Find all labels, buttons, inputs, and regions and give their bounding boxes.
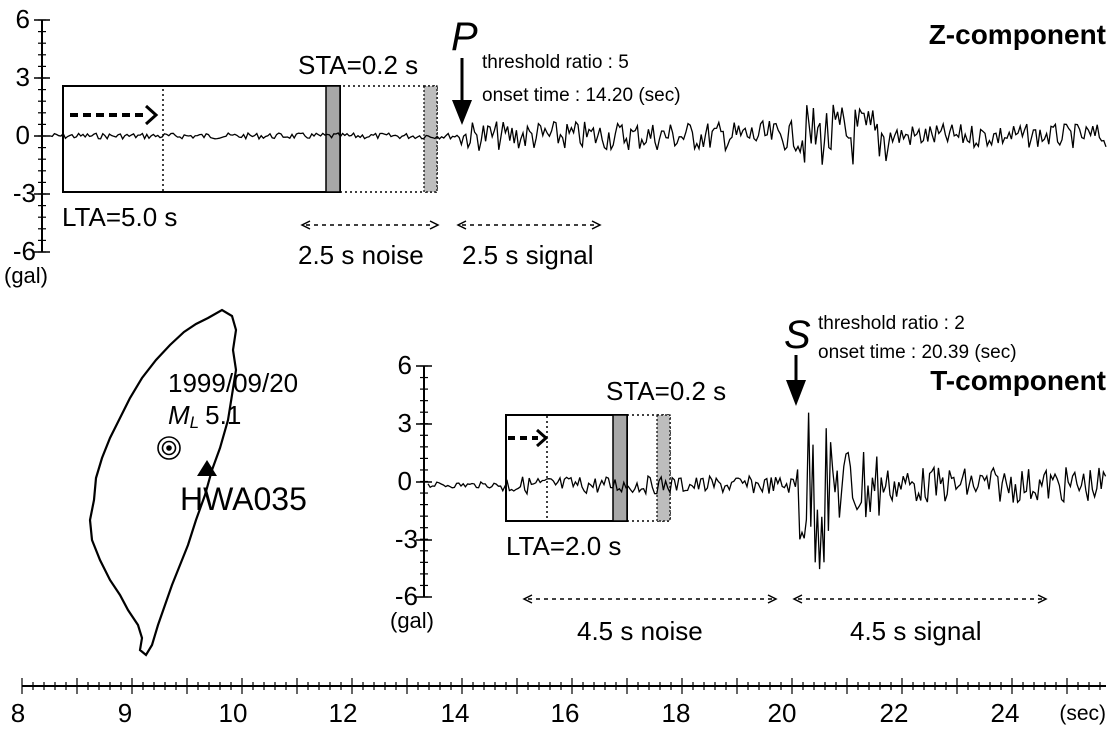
z-sta-label: STA=0.2 s: [298, 50, 418, 80]
z-sta-window-shifted: [423, 85, 438, 193]
t-lta-window-shifted: [546, 414, 671, 522]
t-lta-window: [505, 414, 628, 522]
z-onset-label: onset time : 14.20 (sec): [482, 85, 681, 106]
t-ytick-3: 3: [398, 408, 412, 438]
t-phase-label: S: [784, 313, 811, 357]
t-noise-label: 4.5 s noise: [577, 616, 703, 646]
z-ytick-m3: -3: [13, 178, 36, 208]
z-ytick-3: 3: [16, 62, 30, 92]
z-lta-window: [62, 85, 341, 193]
xtick-22: 22: [880, 698, 909, 728]
xtick-18: 18: [662, 698, 691, 728]
t-threshold-label: threshold ratio : 2: [818, 313, 965, 334]
t-onset-label: onset time : 20.39 (sec): [818, 342, 1017, 363]
xtick-8: 8: [11, 698, 25, 728]
t-waveform-trace: [427, 412, 1107, 570]
z-lta-label: LTA=5.0 s: [62, 202, 177, 232]
xtick-9: 9: [118, 698, 132, 728]
taiwan-map: 1999/09/20 ML 5.1 HWA035: [88, 308, 307, 657]
t-ytick-6: 6: [398, 350, 412, 380]
t-sta-window: [612, 414, 628, 522]
xtick-16: 16: [551, 698, 580, 728]
z-panel: 6 3 0 -3 -6 (gal) P STA=0.2 s threshold …: [4, 4, 1107, 288]
xtick-12: 12: [329, 698, 358, 728]
z-lta-window-shifted: [162, 85, 438, 193]
bullseye-icon: [157, 436, 181, 460]
t-sta-window-shifted: [656, 414, 671, 522]
z-phase-label: P: [451, 15, 478, 59]
t-unit-label: (gal): [390, 608, 434, 633]
z-sta-window: [325, 85, 341, 193]
xtick-20: 20: [768, 698, 797, 728]
t-panel-title: T-component: [930, 365, 1106, 396]
z-threshold-label: threshold ratio : 5: [482, 52, 629, 73]
z-onset-arrow-head-icon: [452, 100, 472, 125]
event-magnitude: ML 5.1: [168, 400, 241, 432]
xtick-10: 10: [219, 698, 248, 728]
xtick-14: 14: [441, 698, 470, 728]
z-noise-label: 2.5 s noise: [298, 240, 424, 270]
xtick-24: 24: [991, 698, 1020, 728]
z-ytick-m6: -6: [13, 236, 36, 266]
z-ytick-6: 6: [16, 4, 30, 34]
z-unit-label: (gal): [4, 263, 48, 288]
t-onset-arrow-head-icon: [786, 380, 806, 406]
time-axis-unit: (sec): [1059, 702, 1106, 725]
z-ytick-0: 0: [16, 120, 30, 150]
triangle-icon: [197, 460, 217, 476]
t-lta-label: LTA=2.0 s: [506, 531, 621, 561]
t-signal-label: 4.5 s signal: [850, 616, 982, 646]
t-ytick-m3: -3: [395, 524, 418, 554]
event-date: 1999/09/20: [168, 368, 298, 398]
z-arrow-head-icon: [144, 104, 159, 126]
z-panel-title: Z-component: [929, 19, 1106, 50]
time-axis: 8 9 10 12 14 16 18 20 22 24 (sec): [11, 678, 1106, 728]
z-signal-label: 2.5 s signal: [462, 240, 594, 270]
t-panel: 6 3 0 -3 -6 (gal) S STA=0.2 s threshold …: [390, 313, 1107, 646]
station-name: HWA035: [180, 481, 307, 517]
t-ytick-0: 0: [398, 466, 412, 496]
t-sta-label: STA=0.2 s: [606, 376, 726, 406]
t-ytick-m6: -6: [395, 581, 418, 611]
t-arrow-head-icon: [536, 428, 549, 448]
z-waveform-trace: [49, 104, 1107, 165]
taiwan-outline: [88, 308, 238, 657]
